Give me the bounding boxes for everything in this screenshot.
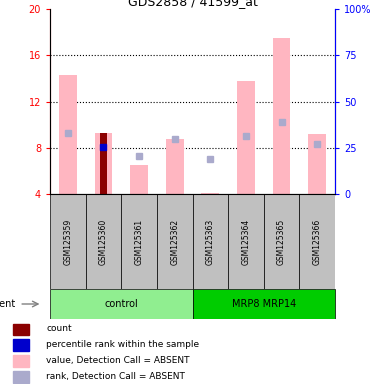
Text: GSM125366: GSM125366 (313, 218, 321, 265)
Bar (201, 193, 219, 194)
Text: GSM125362: GSM125362 (170, 218, 179, 265)
Bar (59, 75, 77, 194)
Bar (95, 133, 112, 194)
Bar (192, 289, 335, 319)
Bar (13, 355, 29, 367)
Text: MRP8 MRP14: MRP8 MRP14 (232, 299, 296, 309)
Title: GDS2858 / 41599_at: GDS2858 / 41599_at (127, 0, 258, 8)
Bar (121, 194, 157, 289)
Text: rank, Detection Call = ABSENT: rank, Detection Call = ABSENT (46, 372, 185, 381)
Bar (237, 81, 255, 194)
Bar (13, 339, 29, 351)
Text: agent: agent (0, 299, 15, 309)
Bar (100, 133, 107, 194)
Text: control: control (104, 299, 138, 309)
Text: GSM125365: GSM125365 (277, 218, 286, 265)
Bar (300, 194, 335, 289)
Bar (130, 165, 148, 194)
Text: GSM125359: GSM125359 (64, 218, 72, 265)
Text: GSM125364: GSM125364 (241, 218, 250, 265)
Text: count: count (46, 324, 72, 333)
Bar (50, 194, 85, 289)
Text: GSM125361: GSM125361 (135, 218, 144, 265)
Bar (157, 194, 192, 289)
Text: value, Detection Call = ABSENT: value, Detection Call = ABSENT (46, 356, 190, 365)
Text: GSM125360: GSM125360 (99, 218, 108, 265)
Bar (228, 194, 264, 289)
Bar (166, 139, 184, 194)
Bar (50, 289, 192, 319)
Bar (13, 371, 29, 382)
Bar (273, 38, 290, 194)
Text: GSM125363: GSM125363 (206, 218, 215, 265)
Bar (264, 194, 300, 289)
Bar (308, 134, 326, 194)
Bar (13, 324, 29, 335)
Bar (192, 194, 228, 289)
Text: percentile rank within the sample: percentile rank within the sample (46, 340, 199, 349)
Bar (85, 194, 121, 289)
